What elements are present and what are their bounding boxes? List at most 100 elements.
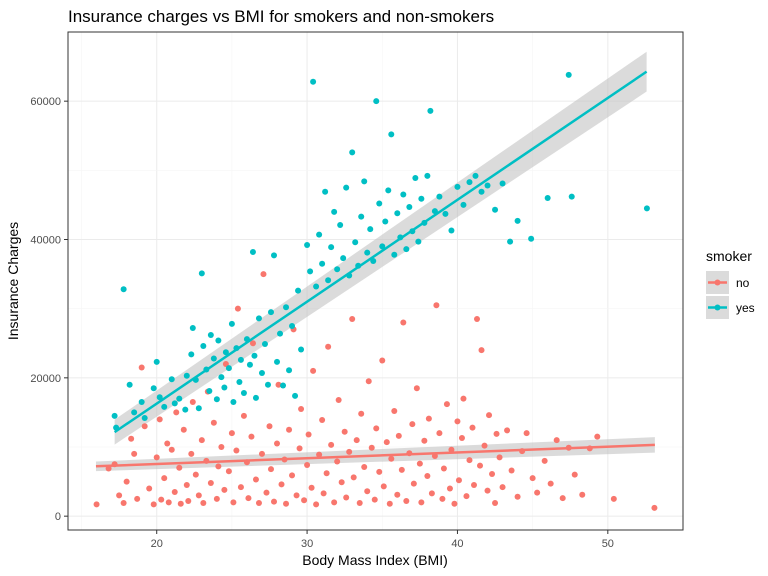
data-point-no [319,417,326,424]
data-point-no [249,340,256,347]
data-point-yes [376,200,383,207]
data-point-no [305,431,312,438]
data-point-no [293,492,300,499]
data-point-yes [289,322,296,329]
data-point-no [403,497,410,504]
data-point-yes [460,201,467,208]
data-point-no [436,430,443,437]
data-point-yes [436,193,443,200]
data-point-yes [111,412,118,419]
legend-label-no: no [736,276,750,290]
data-point-no [559,495,566,502]
data-point-no [460,395,467,402]
data-point-no [240,412,247,419]
data-point-no [260,271,267,278]
data-point-no [131,450,138,457]
legend-key-point-no [714,279,721,286]
data-point-yes [264,381,271,388]
data-point-yes [325,277,332,284]
data-point-yes [307,268,314,275]
data-point-no [376,468,383,475]
data-point-no [356,500,363,507]
data-point-no [180,426,187,433]
data-point-no [120,500,127,507]
legend: smoker no yes [706,248,755,319]
ribbon-no [95,437,655,472]
plot-border [67,31,684,531]
data-point-no [463,493,470,500]
data-point-yes [442,210,449,217]
data-point-yes [304,242,311,249]
data-point-no [195,492,202,499]
data-point-yes [206,387,213,394]
data-point-yes [406,203,413,210]
data-point-no [383,439,390,446]
x-axis-label: Body Mass Index (BMI) [302,552,448,568]
data-point-yes [225,365,232,372]
data-point-no [373,425,380,432]
data-point-no [386,500,393,507]
data-point-yes [161,403,168,410]
data-point-no [263,489,270,496]
data-point-no [455,477,462,484]
data-point-no [310,367,317,374]
data-point-no [470,482,477,489]
data-point-no [266,423,273,430]
data-point-no [439,495,446,502]
data-point-no [610,495,617,502]
data-point-no [446,485,453,492]
data-point-no [158,496,165,503]
data-point-yes [298,346,305,353]
data-point-yes [370,257,377,264]
data-point-no [189,399,196,406]
fit-line-yes [113,70,648,434]
data-point-no [395,432,402,439]
data-point-no [228,430,235,437]
data-point-no [153,454,160,461]
data-point-yes [343,184,350,191]
data-point-no [477,462,484,469]
data-point-yes [544,195,551,201]
data-point-yes [261,340,268,347]
data-point-no [93,501,100,508]
data-point-no [222,361,229,367]
data-point-no [473,316,480,323]
data-point-no [298,405,305,412]
data-point-no [245,495,252,502]
data-point-yes [138,399,145,406]
data-point-no [421,437,428,444]
data-point-no [454,418,461,425]
chart-title: Insurance charges vs BMI for smokers and… [68,7,494,26]
data-point-yes [237,356,244,363]
data-point-yes [427,107,434,114]
data-point-no [571,471,578,478]
data-point-no [146,485,153,492]
data-point-no [400,319,407,326]
data-point-yes [252,394,259,401]
data-point-yes [484,182,491,189]
data-point-yes [565,71,572,78]
data-point-yes [394,210,401,217]
data-point-yes [171,400,178,407]
data-point-no [451,500,458,507]
data-point-yes [222,349,229,356]
x-tick-label: 40 [451,538,463,550]
data-point-yes [195,405,202,412]
data-point-no [141,423,148,430]
data-point-no [529,475,536,482]
data-point-no [301,497,308,504]
data-point-no [267,466,274,473]
data-point-no [177,500,184,507]
data-point-no [349,316,356,323]
data-point-yes [528,235,535,242]
data-point-yes [316,231,323,238]
data-point-yes [200,343,207,350]
data-point-no [418,499,425,506]
data-point-no [274,440,281,447]
y-axis-label: Insurance Charges [5,222,21,340]
data-point-yes [340,255,347,262]
data-point-no [164,440,171,447]
data-point-no [440,465,447,472]
data-point-yes [168,376,175,383]
data-point-no [425,415,432,422]
